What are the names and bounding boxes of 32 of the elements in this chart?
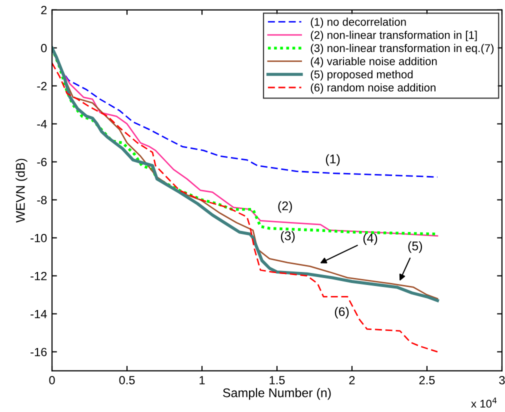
y-tick-label: -16 <box>30 348 47 356</box>
y-tick-label: 0 <box>41 44 47 52</box>
x-axis-title: Sample Number (n) <box>223 388 331 400</box>
y-tick-label: -2 <box>37 82 47 90</box>
annotation: (5) <box>408 241 422 253</box>
y-tick-label: -6 <box>37 158 47 166</box>
x-tick-label: 3 <box>499 376 505 384</box>
y-tick-label: 2 <box>41 6 47 14</box>
x-tick-label: 0.5 <box>119 376 135 384</box>
legend-label: (3) non-linear transformation in eq.(7) <box>310 44 494 54</box>
y-tick-label: -10 <box>30 234 47 242</box>
y-tick-label: -4 <box>37 120 47 128</box>
text: x 10$^{4}$ <box>471 398 497 408</box>
annotation: (1) <box>326 154 340 166</box>
y-tick-label: -8 <box>37 196 47 204</box>
legend-label: (5) proposed method <box>310 70 413 81</box>
x-tick-label: 0 <box>49 376 55 384</box>
annotation: (4) <box>363 233 378 245</box>
y-tick-label: -14 <box>30 310 47 318</box>
annotation: (6) <box>334 306 349 319</box>
x-tick-label: 1.5 <box>270 376 285 384</box>
annotation: (3) <box>280 231 295 243</box>
x-tick-label: 2 <box>349 376 355 384</box>
annotation: (2) <box>278 201 292 213</box>
legend-label: (6) random noise addition <box>310 83 436 94</box>
legend-label: (4) variable noise addition <box>310 57 437 68</box>
y-tick-label: -12 <box>30 272 47 280</box>
legend-label: (2) non-linear transformation in [1] <box>310 30 477 42</box>
x-tick-label: 2.5 <box>419 376 435 384</box>
x-tick-label: 1 <box>200 376 205 384</box>
legend-label: (1) no decorrelation <box>310 18 406 28</box>
y-axis-title: WEVN (dB) <box>16 158 28 223</box>
